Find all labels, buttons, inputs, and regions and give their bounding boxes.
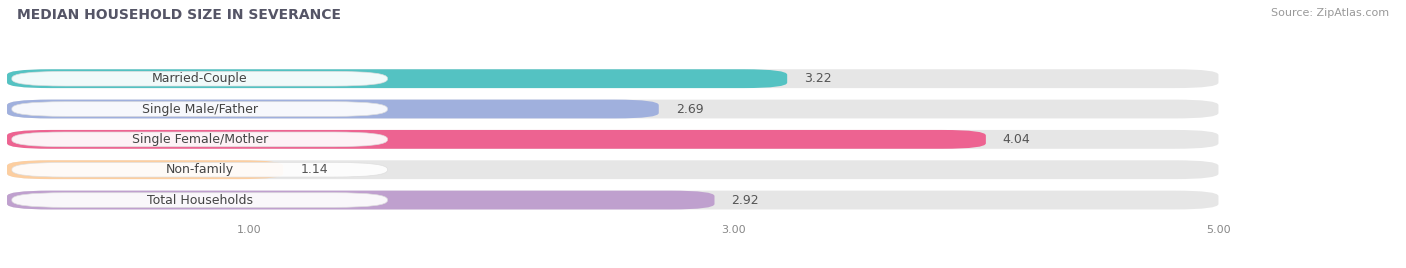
- FancyBboxPatch shape: [7, 100, 659, 118]
- Text: 2.69: 2.69: [676, 103, 703, 116]
- FancyBboxPatch shape: [7, 191, 714, 210]
- Text: 2.92: 2.92: [731, 193, 759, 207]
- FancyBboxPatch shape: [7, 160, 1219, 179]
- FancyBboxPatch shape: [11, 193, 388, 207]
- Text: Total Households: Total Households: [146, 193, 253, 207]
- Text: Single Male/Father: Single Male/Father: [142, 103, 257, 116]
- Text: Non-family: Non-family: [166, 163, 233, 176]
- Text: Single Female/Mother: Single Female/Mother: [132, 133, 267, 146]
- FancyBboxPatch shape: [11, 71, 388, 86]
- FancyBboxPatch shape: [7, 160, 283, 179]
- FancyBboxPatch shape: [11, 102, 388, 116]
- FancyBboxPatch shape: [7, 69, 1219, 88]
- FancyBboxPatch shape: [7, 191, 1219, 210]
- Text: 4.04: 4.04: [1002, 133, 1031, 146]
- Text: 3.22: 3.22: [804, 72, 832, 85]
- FancyBboxPatch shape: [7, 130, 1219, 149]
- FancyBboxPatch shape: [11, 162, 388, 177]
- Text: Source: ZipAtlas.com: Source: ZipAtlas.com: [1271, 8, 1389, 18]
- FancyBboxPatch shape: [11, 132, 388, 147]
- FancyBboxPatch shape: [7, 100, 1219, 118]
- FancyBboxPatch shape: [7, 130, 986, 149]
- Text: Married-Couple: Married-Couple: [152, 72, 247, 85]
- Text: MEDIAN HOUSEHOLD SIZE IN SEVERANCE: MEDIAN HOUSEHOLD SIZE IN SEVERANCE: [17, 8, 340, 22]
- Text: 1.14: 1.14: [301, 163, 328, 176]
- FancyBboxPatch shape: [7, 69, 787, 88]
